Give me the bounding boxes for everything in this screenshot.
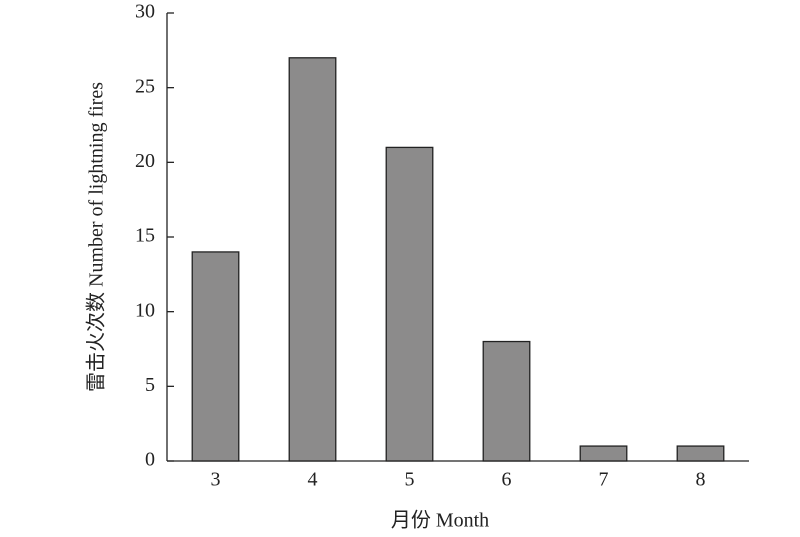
bar	[385, 146, 434, 462]
y-tick-label: 30	[135, 1, 155, 23]
y-tick-label: 5	[145, 374, 155, 396]
x-tick-label: 5	[405, 469, 415, 491]
y-tick-label: 15	[135, 225, 155, 247]
y-tick-label: 10	[135, 299, 155, 321]
y-tick-label: 20	[135, 150, 155, 172]
bar	[191, 251, 240, 462]
y-axis-label: 雷击火次数 Number of lightning fires	[85, 82, 108, 392]
y-tick-label: 0	[145, 449, 155, 471]
x-axis-label: 月份 Month	[391, 509, 489, 532]
x-tick-label: 7	[599, 469, 609, 491]
x-tick-label: 8	[696, 469, 706, 491]
bar	[676, 445, 725, 462]
bar	[288, 57, 337, 462]
x-tick-label: 3	[211, 469, 221, 491]
y-tick-label: 25	[135, 75, 155, 97]
bar	[579, 445, 628, 462]
x-tick-label: 4	[308, 469, 318, 491]
bar	[482, 340, 531, 462]
x-tick-label: 6	[502, 469, 512, 491]
